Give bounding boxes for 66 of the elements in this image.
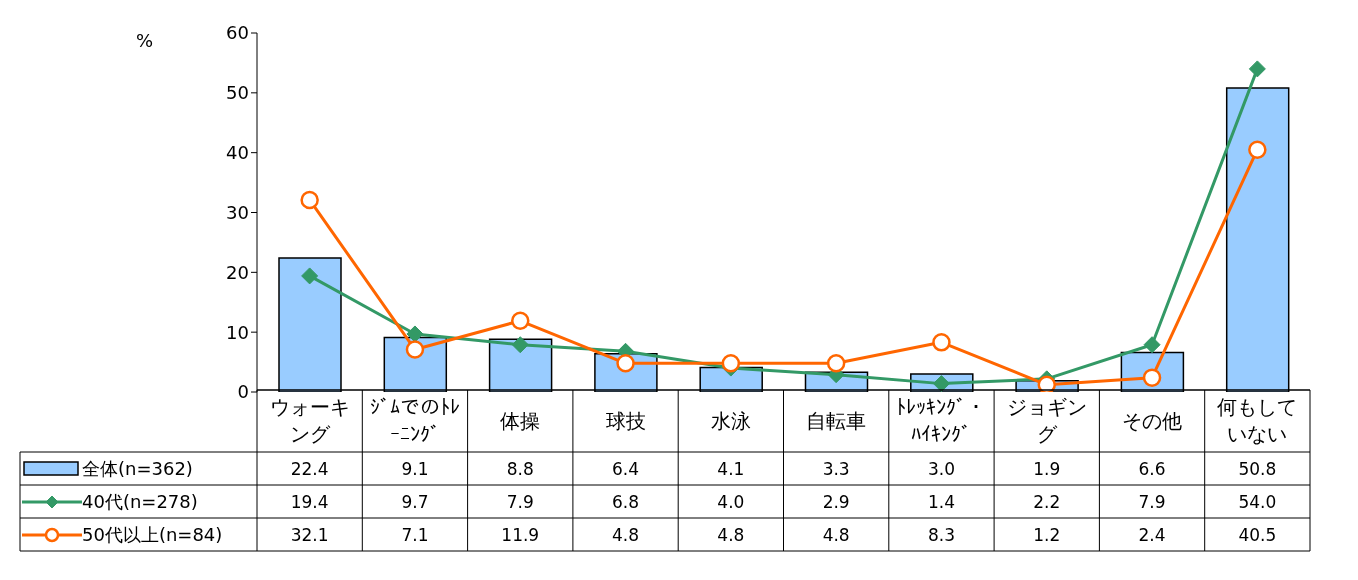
bar bbox=[278, 257, 342, 392]
y-tick-label: 40 bbox=[226, 142, 249, 164]
x-tick-label: 水泳 bbox=[709, 407, 752, 435]
x-tick-label: ウォーキング bbox=[268, 394, 351, 448]
data-label: 2.2 bbox=[1032, 490, 1062, 514]
point bbox=[405, 340, 425, 359]
point bbox=[1143, 336, 1161, 354]
data-label: 4.0 bbox=[716, 490, 746, 514]
data-label: 22.4 bbox=[289, 457, 330, 481]
legend-label: 全体(n=362) bbox=[82, 456, 193, 481]
data-label: 6.8 bbox=[611, 490, 641, 514]
x-tick-label: 球技 bbox=[604, 407, 647, 435]
point bbox=[406, 325, 424, 343]
point bbox=[721, 354, 741, 373]
data-label: 3.3 bbox=[821, 457, 851, 481]
point bbox=[826, 354, 846, 373]
bar bbox=[1225, 87, 1290, 392]
legend-label: 50代以上(n=84) bbox=[82, 522, 223, 547]
y-tick-label: 10 bbox=[226, 321, 249, 343]
y-tick-label: 0 bbox=[237, 381, 249, 403]
point bbox=[301, 267, 319, 285]
data-label: 7.9 bbox=[505, 490, 535, 514]
legend-label: 40代(n=278) bbox=[82, 489, 198, 514]
data-label: 8.3 bbox=[926, 523, 956, 547]
y-tick-label: 20 bbox=[226, 261, 249, 283]
data-label: 4.8 bbox=[821, 523, 851, 547]
data-label: 11.9 bbox=[500, 523, 541, 547]
data-label: 3.0 bbox=[926, 457, 956, 481]
data-label: 19.4 bbox=[289, 490, 330, 514]
data-label: 32.1 bbox=[289, 523, 330, 547]
data-label: 2.4 bbox=[1137, 523, 1167, 547]
x-tick-label: その他 bbox=[1121, 407, 1184, 435]
data-label: 50.8 bbox=[1237, 457, 1278, 481]
data-label: 40.5 bbox=[1237, 523, 1278, 547]
y-tick-label: 50 bbox=[226, 82, 249, 104]
data-label: 1.4 bbox=[926, 490, 956, 514]
point bbox=[511, 336, 529, 354]
point bbox=[1248, 140, 1267, 159]
point bbox=[1037, 375, 1056, 392]
y-tick-label: 30 bbox=[226, 201, 249, 223]
data-label: 1.9 bbox=[1032, 457, 1062, 481]
x-tick-label: 自転車 bbox=[805, 407, 868, 435]
x-tick-label: ﾄﾚｯｷﾝｸﾞ・ﾊｲｷﾝｸﾞ bbox=[895, 394, 988, 448]
point bbox=[300, 190, 319, 210]
x-tick-label: 何もしていない bbox=[1216, 394, 1299, 448]
x-tick-label: ジョギング bbox=[1005, 394, 1088, 448]
data-label: 1.2 bbox=[1032, 523, 1062, 547]
y-axis-title: % bbox=[136, 30, 154, 51]
data-label: 4.8 bbox=[716, 523, 746, 547]
x-tick-label: ｼﾞﾑでのﾄﾚｰﾆﾝｸﾞ bbox=[368, 394, 461, 448]
data-label: 4.8 bbox=[611, 523, 641, 547]
data-label: 9.1 bbox=[400, 457, 430, 481]
point bbox=[932, 333, 951, 352]
data-label: 2.9 bbox=[821, 490, 851, 514]
data-label: 4.1 bbox=[716, 457, 746, 481]
point bbox=[1248, 60, 1266, 78]
data-label: 7.9 bbox=[1137, 490, 1167, 514]
point bbox=[511, 311, 530, 331]
data-label: 8.8 bbox=[505, 457, 535, 481]
data-label: 54.0 bbox=[1237, 490, 1278, 514]
data-label: 9.7 bbox=[400, 490, 430, 514]
data-label: 6.4 bbox=[611, 457, 641, 481]
x-tick-label: 体操 bbox=[499, 407, 542, 435]
y-tick-label: 60 bbox=[226, 22, 249, 44]
data-label: 7.1 bbox=[400, 523, 430, 547]
data-label: 6.6 bbox=[1137, 457, 1167, 481]
